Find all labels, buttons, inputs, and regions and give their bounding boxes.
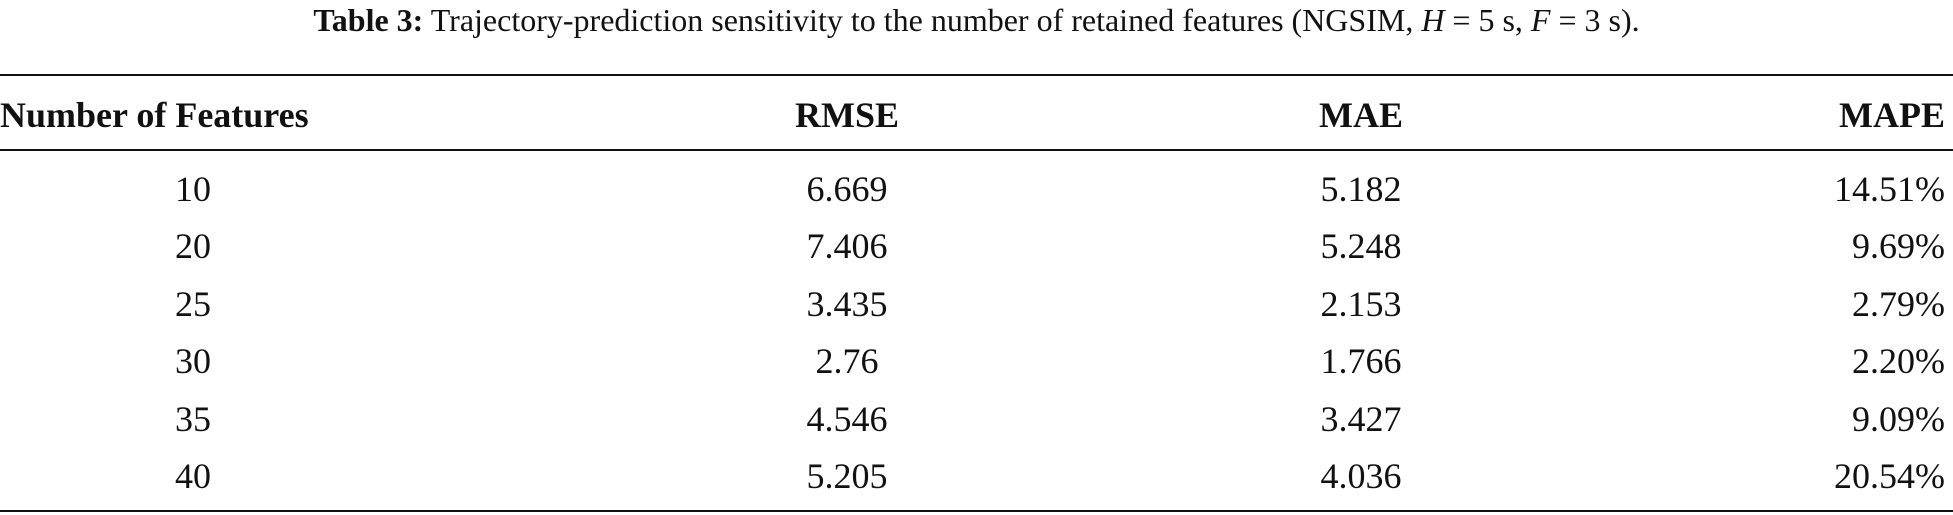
caption-variable: F bbox=[1530, 2, 1551, 38]
table-cell: 35 bbox=[175, 398, 211, 439]
caption-text: = 5 s, bbox=[1444, 2, 1531, 38]
table-cell: 40 bbox=[175, 456, 211, 496]
header-rule bbox=[0, 149, 1953, 151]
table-cell: 5.205 bbox=[806, 456, 888, 496]
caption-text: = 3 s). bbox=[1550, 2, 1640, 38]
table-cell: 4.546 bbox=[806, 398, 888, 439]
table-cell: 2.153 bbox=[1320, 283, 1402, 324]
caption-text: Trajectory-prediction sensitivity to the… bbox=[423, 2, 1422, 38]
table-cell: 9.69% bbox=[1852, 226, 1945, 267]
table-cell: 2.20% bbox=[1852, 341, 1945, 382]
caption-label: Table 3: bbox=[313, 2, 424, 38]
table-cell: 1.766 bbox=[1320, 341, 1402, 382]
column-header: MAE bbox=[1319, 95, 1403, 135]
column-header: MAPE bbox=[1839, 95, 1945, 135]
caption-variable: H bbox=[1421, 2, 1445, 38]
table-cell: 7.406 bbox=[806, 226, 888, 267]
table-cell: 4.036 bbox=[1320, 456, 1402, 496]
table-cell: 10 bbox=[175, 169, 211, 209]
column-header: Number of Features bbox=[0, 95, 309, 135]
table-cell: 6.669 bbox=[806, 169, 888, 209]
top-rule bbox=[0, 74, 1953, 76]
bottom-rule bbox=[0, 510, 1953, 512]
table-cell: 14.51% bbox=[1834, 169, 1945, 209]
table-cell: 5.182 bbox=[1320, 169, 1402, 209]
table-cell: 3.427 bbox=[1320, 398, 1402, 439]
table-cell: 2.79% bbox=[1852, 283, 1945, 324]
table-caption: Table 3: Trajectory-prediction sensitivi… bbox=[0, 2, 1953, 38]
table-cell: 25 bbox=[175, 283, 211, 324]
table-cell: 3.435 bbox=[806, 283, 888, 324]
table-cell: 2.76 bbox=[815, 341, 879, 382]
table-cell: 20 bbox=[175, 226, 211, 267]
column-header: RMSE bbox=[794, 95, 899, 135]
table-cell: 30 bbox=[175, 341, 211, 382]
table-cell: 5.248 bbox=[1320, 226, 1402, 267]
table-cell: 20.54% bbox=[1834, 456, 1945, 496]
table-cell: 9.09% bbox=[1852, 398, 1945, 439]
